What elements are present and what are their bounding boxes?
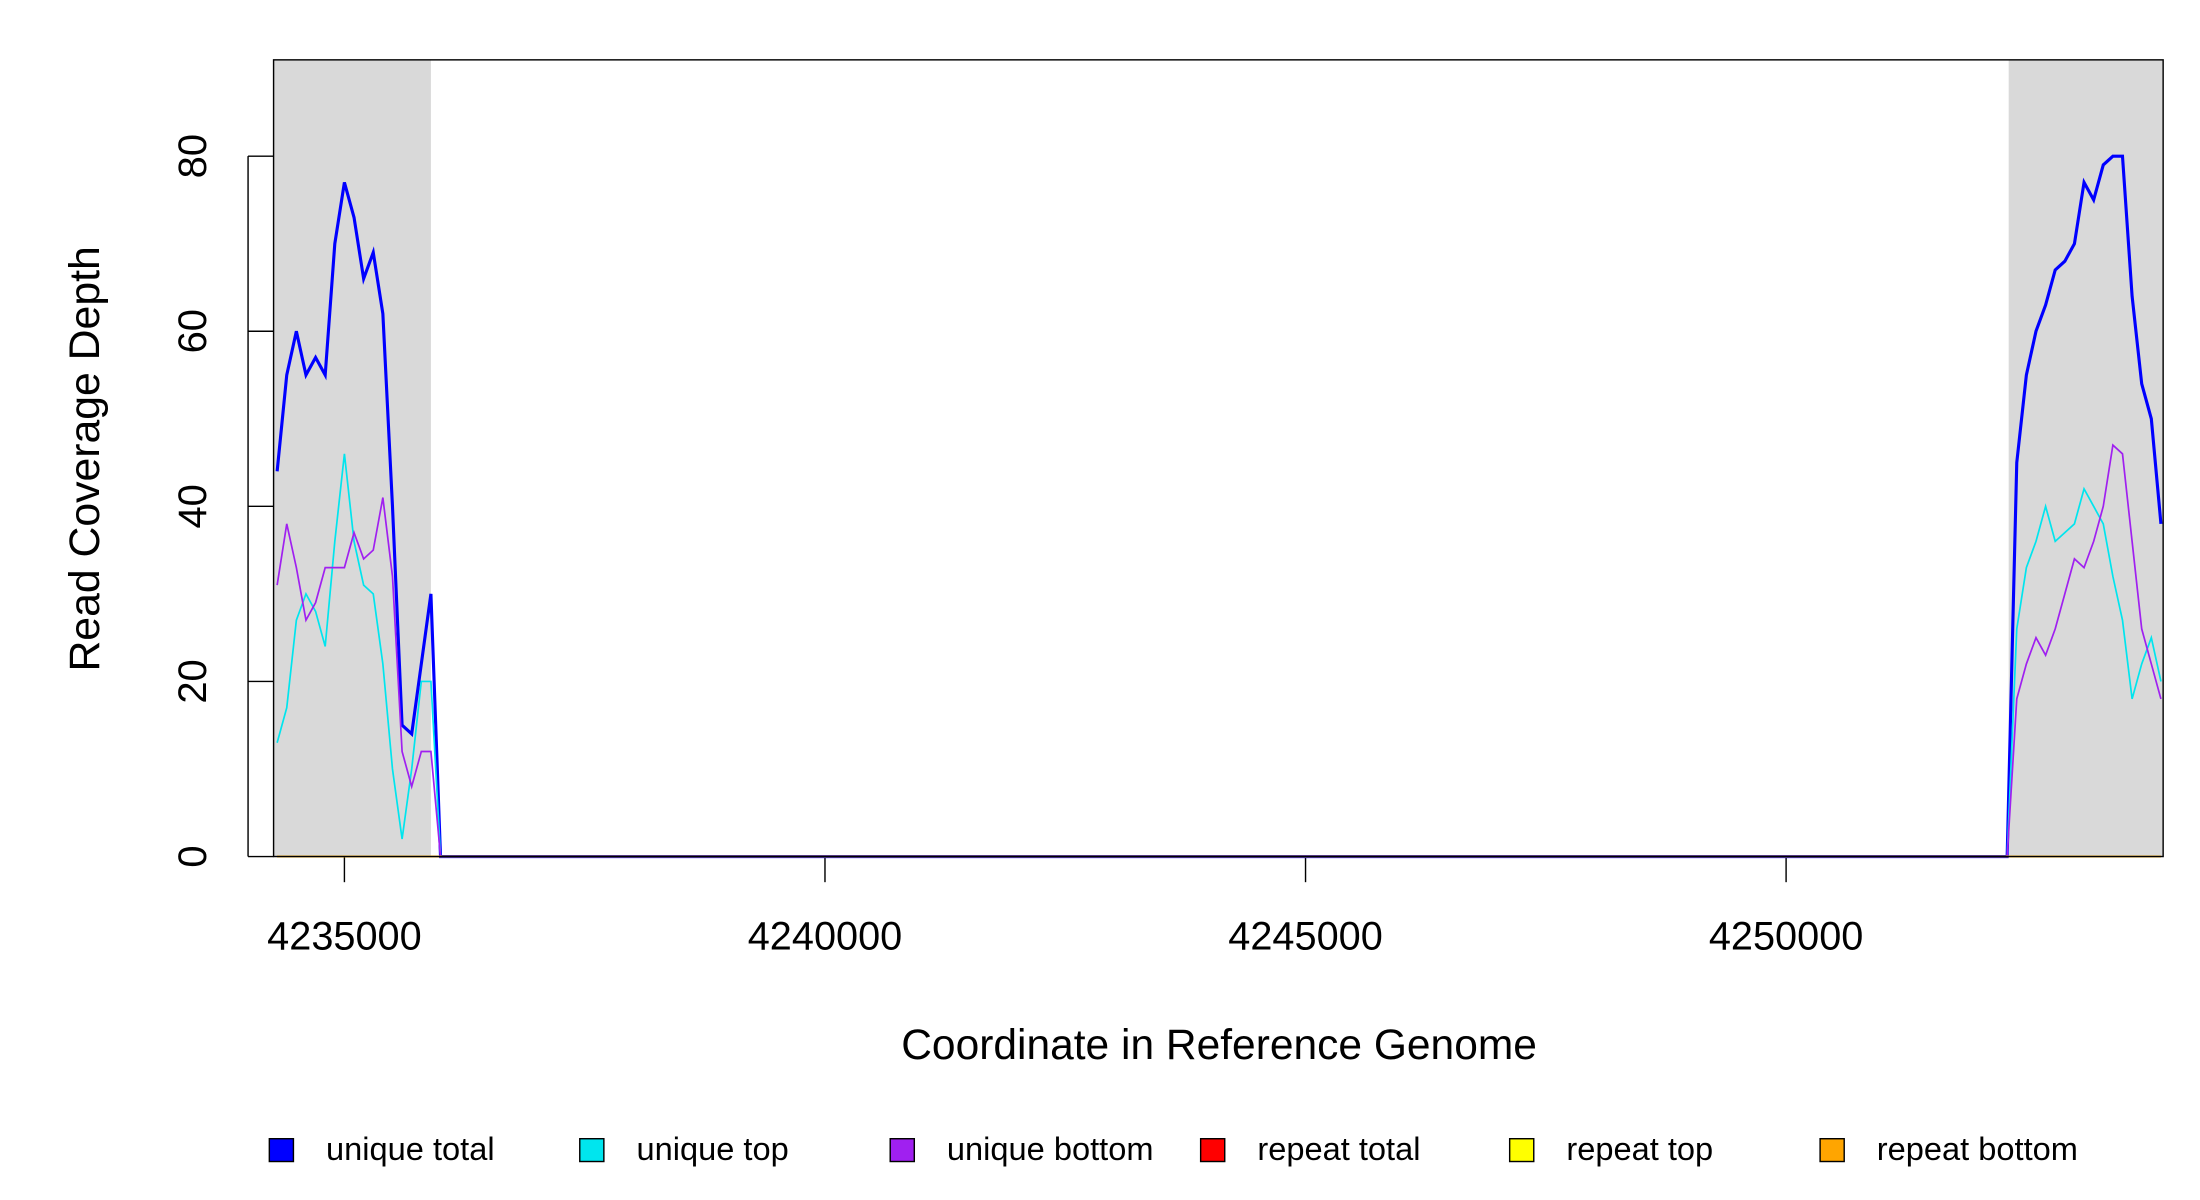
legend-swatch: [579, 1138, 605, 1163]
legend-label: unique bottom: [947, 1130, 1154, 1167]
x-tick-label: 4250000: [1709, 915, 1863, 959]
x-tick-label: 4235000: [267, 915, 421, 959]
series-line: [276, 453, 2162, 858]
x-tick-label: 4240000: [748, 915, 902, 959]
x-axis-label: Coordinate in Reference Genome: [901, 1021, 1537, 1069]
shaded-region: [273, 59, 431, 857]
y-tick-label: 0: [171, 845, 215, 867]
series-line: [276, 443, 2162, 858]
legend-label: unique top: [636, 1130, 788, 1167]
y-tick-label: 80: [171, 134, 215, 178]
legend-label: unique total: [326, 1130, 495, 1167]
plot-frame: [272, 59, 2164, 858]
legend-label: repeat total: [1257, 1130, 1420, 1167]
legend-swatch: [1508, 1138, 1535, 1163]
legend-label: repeat bottom: [1877, 1130, 2078, 1167]
y-tick-label: 40: [171, 484, 215, 528]
x-tick-label: 4245000: [1228, 915, 1382, 959]
legend-swatch: [1819, 1138, 1845, 1163]
legend-swatch: [268, 1138, 295, 1163]
legend-swatch: [889, 1138, 916, 1163]
y-tick-label: 20: [171, 659, 215, 703]
legend-label: repeat top: [1566, 1130, 1713, 1167]
y-tick-label: 60: [171, 309, 215, 353]
legend-swatch: [1199, 1138, 1226, 1163]
series-line: [275, 154, 2163, 859]
shaded-region: [2008, 59, 2164, 857]
y-axis-label: Read Coverage Depth: [61, 246, 109, 671]
